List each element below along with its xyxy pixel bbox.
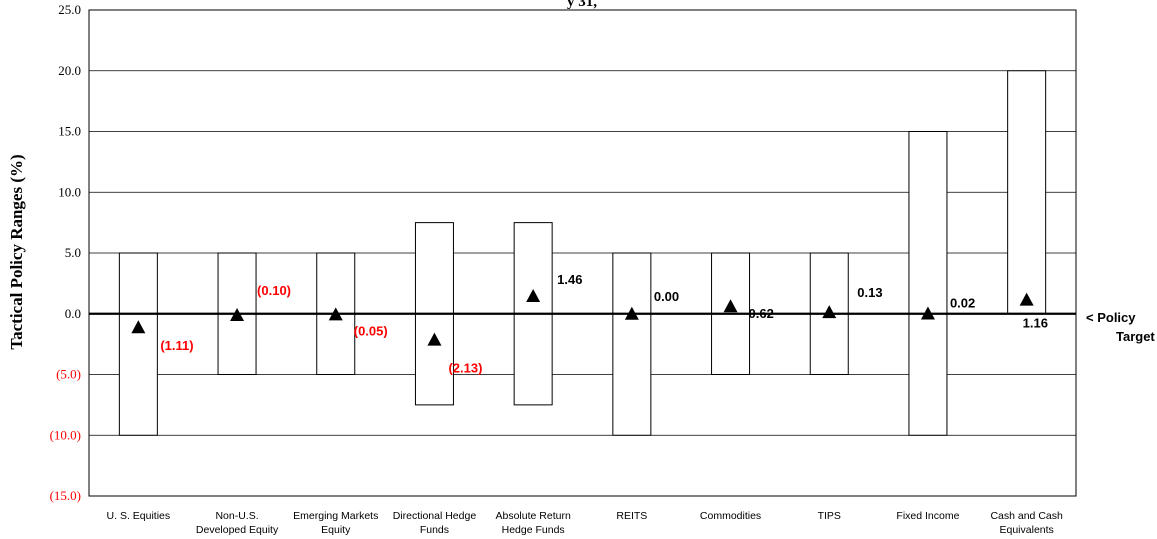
y-axis-label: Tactical Policy Ranges (%)	[7, 154, 26, 349]
category-label-line: Developed Equity	[196, 524, 279, 536]
actual-markers	[131, 289, 1034, 346]
category-label-line: Commodities	[700, 510, 761, 522]
category-label-line: TIPS	[818, 510, 841, 522]
category-label: Directional Hedge Funds	[393, 510, 477, 536]
value-label: 0.00	[654, 289, 679, 304]
actual-marker	[526, 289, 541, 303]
value-label: 0.62	[749, 306, 774, 321]
y-tick-label: 0.0	[65, 306, 81, 321]
category-label-line: U. S. Equities	[107, 510, 171, 522]
category-label-line: Non-U.S.	[215, 510, 258, 522]
range-box	[118, 252, 158, 436]
category-label-line: Fixed Income	[896, 510, 959, 522]
category-label-line: Equivalents	[1000, 524, 1054, 536]
category-label-line: Emerging Markets	[293, 510, 378, 522]
actual-marker	[822, 305, 837, 319]
policy-target-label: < Policy Target	[1086, 310, 1155, 344]
category-label-line: Hedge Funds	[502, 524, 565, 536]
range-box	[1007, 70, 1047, 315]
category-label: Cash and Cash Equivalents	[990, 510, 1063, 536]
y-tick-label: 10.0	[58, 184, 81, 199]
range-boxes	[89, 70, 1076, 436]
category-label: Fixed Income	[896, 510, 959, 522]
actual-marker	[131, 320, 146, 334]
category-label: Absolute Return Hedge Funds	[496, 510, 571, 536]
range-box	[612, 252, 652, 436]
y-tick-label: 25.0	[58, 2, 81, 17]
range-box	[908, 131, 948, 436]
policy-target-text: < Policy	[1086, 310, 1136, 325]
value-labels: (1.11) (0.10) (0.05) (2.13) 1.46 0.00 0.62 0.13…	[160, 272, 1048, 376]
plot-frame	[88, 9, 1077, 497]
actual-marker	[230, 307, 245, 321]
category-label-line: Absolute Return	[496, 510, 571, 522]
value-label: (1.11)	[160, 338, 193, 353]
y-tick-label: (5.0)	[56, 367, 81, 382]
category-label: Non-U.S. Developed Equity	[196, 510, 279, 536]
category-label-line: REITS	[616, 510, 647, 522]
actual-marker	[328, 307, 343, 321]
value-label: 1.16	[1023, 316, 1048, 331]
category-label: U. S. Equities	[107, 510, 171, 522]
y-tick-label: (15.0)	[50, 488, 81, 503]
actual-marker	[427, 332, 442, 346]
value-label: (0.10)	[257, 283, 291, 298]
y-tick-label: 15.0	[58, 124, 81, 139]
y-tick-label: 5.0	[65, 245, 81, 260]
y-tick-label: (10.0)	[50, 427, 81, 442]
category-label: TIPS	[818, 510, 841, 522]
category-label: REITS	[616, 510, 647, 522]
category-label-line: Funds	[420, 524, 449, 536]
category-label: Emerging Markets Equity	[293, 510, 378, 536]
category-label-line: Equity	[321, 524, 351, 536]
value-label: 0.02	[950, 296, 975, 311]
policy-target-text: Target	[1116, 329, 1155, 344]
category-label: Commodities	[700, 510, 761, 522]
value-label: 0.13	[857, 285, 882, 300]
category-labels: U. S. Equities Non-U.S. Developed Equity Em…	[107, 510, 1063, 536]
category-label-line: Cash and Cash	[990, 510, 1063, 522]
value-label: 1.46	[557, 272, 582, 287]
value-label: (0.05)	[354, 323, 388, 338]
value-label: (2.13)	[448, 361, 482, 376]
category-label-line: Directional Hedge	[393, 510, 477, 522]
y-tick-labels: (15.0) (10.0) (5.0) 0.0 5.0 10.0 15.0 20.0 25.0	[50, 2, 81, 503]
actual-marker	[624, 306, 639, 320]
y-tick-label: 20.0	[58, 63, 81, 78]
chart-title-fragment: y 31,	[567, 0, 597, 10]
actual-marker	[920, 306, 935, 320]
actual-marker	[1019, 292, 1034, 306]
actual-marker	[723, 299, 738, 313]
